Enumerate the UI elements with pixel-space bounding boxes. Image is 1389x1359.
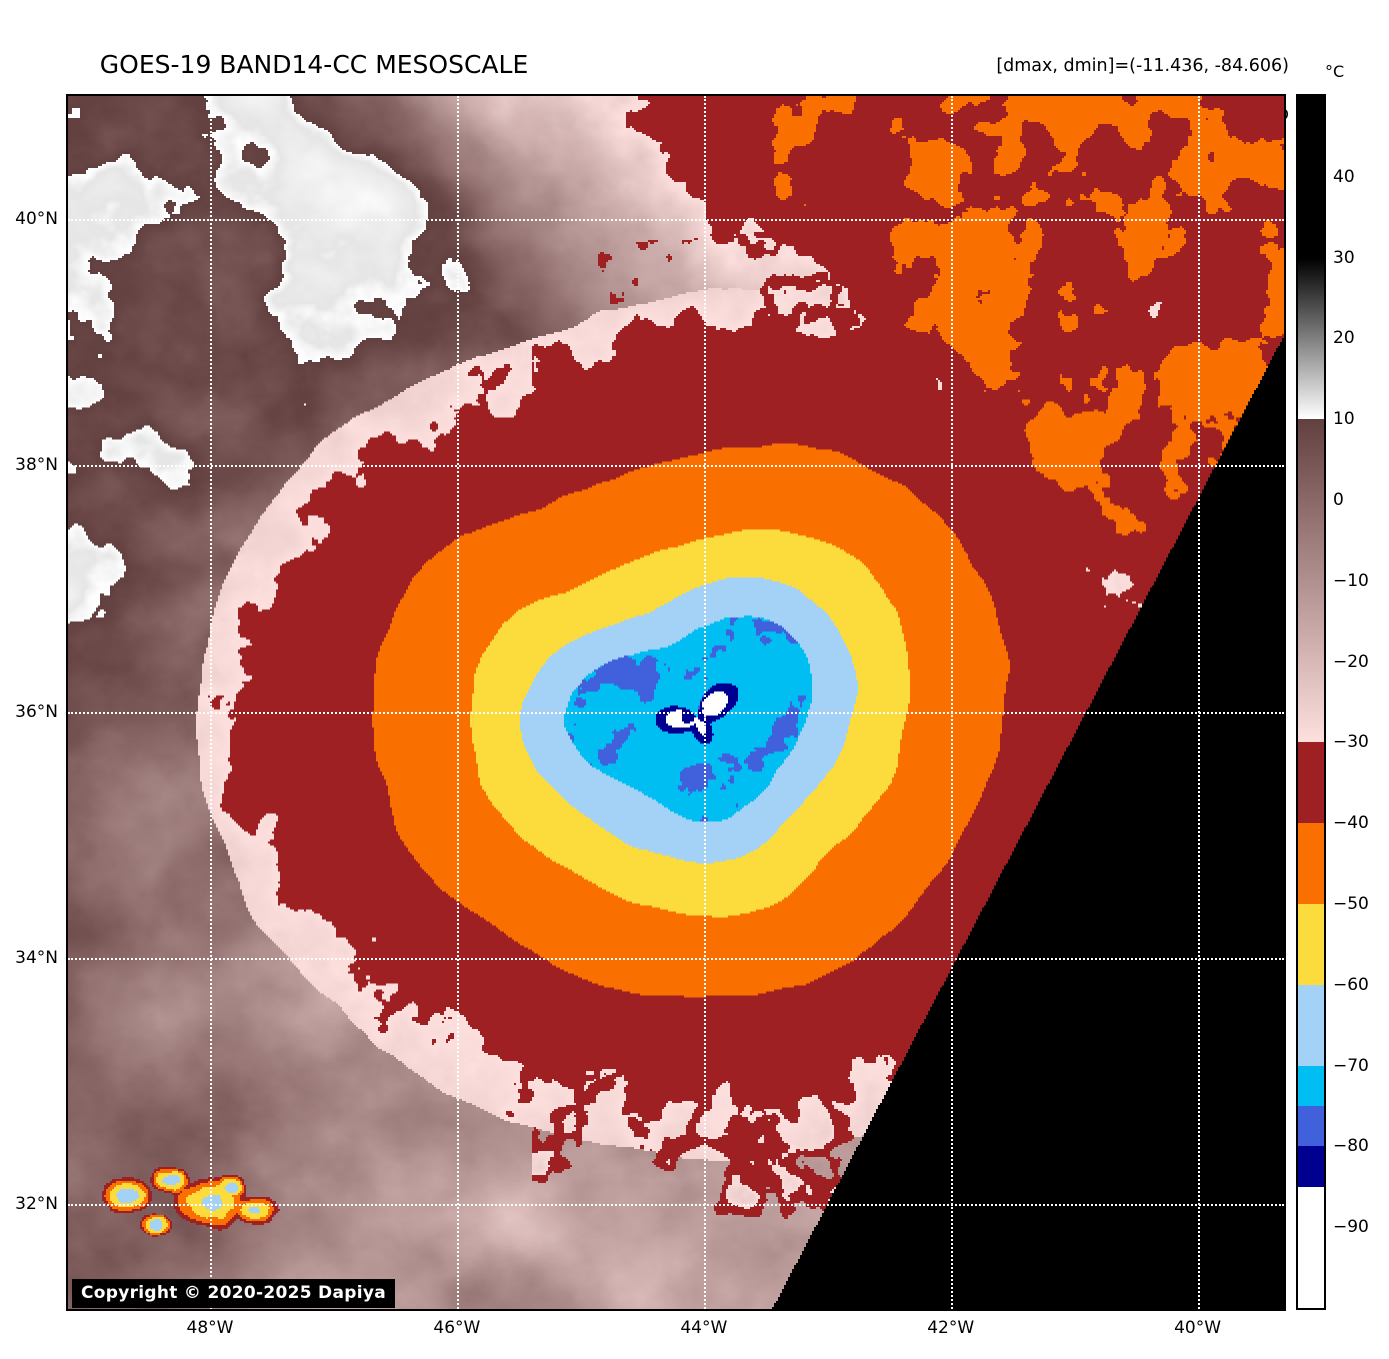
colorbar-tick-label: −40	[1333, 813, 1369, 834]
colorbar-segment-cyan	[1298, 1065, 1324, 1106]
satellite-plot-area[interactable]	[66, 94, 1286, 1311]
data-range-label: [dmax, dmin]=(-11.436, -84.606)	[996, 56, 1289, 76]
colorbar-tick-label: −30	[1333, 732, 1369, 753]
colorbar-segment-dark-red	[1298, 742, 1324, 824]
satellite-imagery	[68, 96, 1284, 1309]
colorbar-tick-label: −90	[1333, 1217, 1369, 1238]
colorbar-tick-label: 30	[1333, 247, 1355, 268]
colorbar-tick-label: −60	[1333, 974, 1369, 995]
infrared-brightness-temperature-raster	[68, 96, 1284, 1309]
y-axis-tick-label: 34°N	[15, 948, 58, 968]
colorbar-segment-blue	[1298, 1106, 1324, 1147]
y-axis-tick-label: 40°N	[15, 209, 58, 230]
colorbar-tick-label: −20	[1333, 651, 1369, 672]
title-line-1: GOES-19 BAND14-CC MESOSCALE	[99, 50, 529, 79]
x-axis-tick-label: 48°W	[186, 1318, 234, 1338]
colorbar-segment-navy	[1298, 1146, 1324, 1187]
colorbar-tick-label: 20	[1333, 328, 1355, 349]
colorbar-tick-label: −50	[1333, 894, 1369, 914]
colorbar-tick-label: −10	[1333, 570, 1369, 591]
colorbar-segment-gray-ramp	[1298, 257, 1324, 420]
y-axis-tick-label: 36°N	[15, 701, 58, 722]
colorbar-unit-label: °C	[1325, 62, 1345, 81]
x-axis-tick-label: 44°W	[680, 1318, 728, 1338]
colorbar-segment-black-hot	[1298, 96, 1324, 258]
colorbar-segment-light-blue	[1298, 984, 1324, 1066]
colorbar-tick-label: 0	[1333, 490, 1344, 510]
colorbar-segment-orange	[1298, 823, 1324, 904]
colorbar-tick-label: −80	[1333, 1136, 1369, 1157]
colorbar-tick-label: −70	[1333, 1055, 1369, 1076]
colorbar-tick-label: 10	[1333, 409, 1355, 430]
copyright-watermark: Copyright © 2020-2025 Dapiya	[72, 1279, 395, 1308]
x-axis-tick-label: 40°W	[1174, 1318, 1222, 1338]
colorbar-tick-label: 40	[1333, 166, 1355, 187]
colorbar-segment-brown-pink-ramp	[1298, 419, 1324, 743]
colorbar-segment-white-coldest	[1298, 1186, 1324, 1308]
x-axis-tick-label: 46°W	[433, 1318, 481, 1338]
temperature-colorbar[interactable]	[1296, 94, 1326, 1310]
colorbar-segment-yellow	[1298, 904, 1324, 985]
y-axis-tick-label: 38°N	[15, 455, 58, 476]
y-axis-tick-label: 32°N	[15, 1194, 58, 1215]
x-axis-tick-label: 42°W	[927, 1318, 975, 1338]
